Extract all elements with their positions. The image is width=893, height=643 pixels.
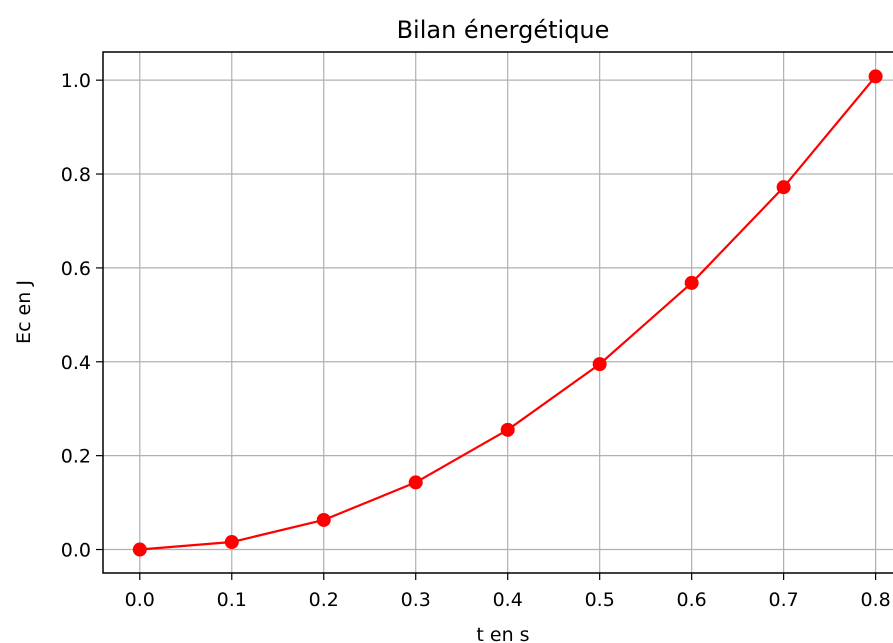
chart-title: Bilan énergétique [397,16,610,44]
x-axis: 0.0 0.1 0.2 0.3 0.4 0.5 0.6 0.7 0.8 [125,573,891,611]
x-tick-label: 0.1 [217,589,247,611]
y-axis-label: Ec en J [13,280,35,344]
data-point [868,69,883,84]
data-point [408,475,423,490]
x-tick-label: 0.2 [309,589,339,611]
data-point [316,512,331,527]
series [132,69,883,557]
x-tick-label: 0.5 [585,589,615,611]
x-tick-label: 0.4 [493,589,523,611]
y-tick-label: 0.0 [61,540,91,562]
y-tick-label: 0.4 [61,352,91,374]
x-tick-label: 0.7 [769,589,799,611]
grid [103,52,893,573]
data-point [776,180,791,195]
x-axis-label: t en s [476,624,529,643]
data-point [132,542,147,557]
data-point [500,422,515,437]
data-point [224,535,239,550]
y-tick-label: 1.0 [61,70,91,92]
plot-frame [102,51,893,574]
x-tick-label: 0.8 [860,589,890,611]
data-point [684,275,699,290]
x-tick-label: 0.0 [125,589,155,611]
x-tick-label: 0.3 [401,589,431,611]
data-point [592,357,607,372]
y-tick-label: 0.6 [61,258,91,280]
y-axis: 0.0 0.2 0.4 0.6 0.8 1.0 [61,70,103,562]
x-tick-label: 0.6 [677,589,707,611]
y-tick-label: 0.8 [61,164,91,186]
y-tick-label: 0.2 [61,446,91,468]
